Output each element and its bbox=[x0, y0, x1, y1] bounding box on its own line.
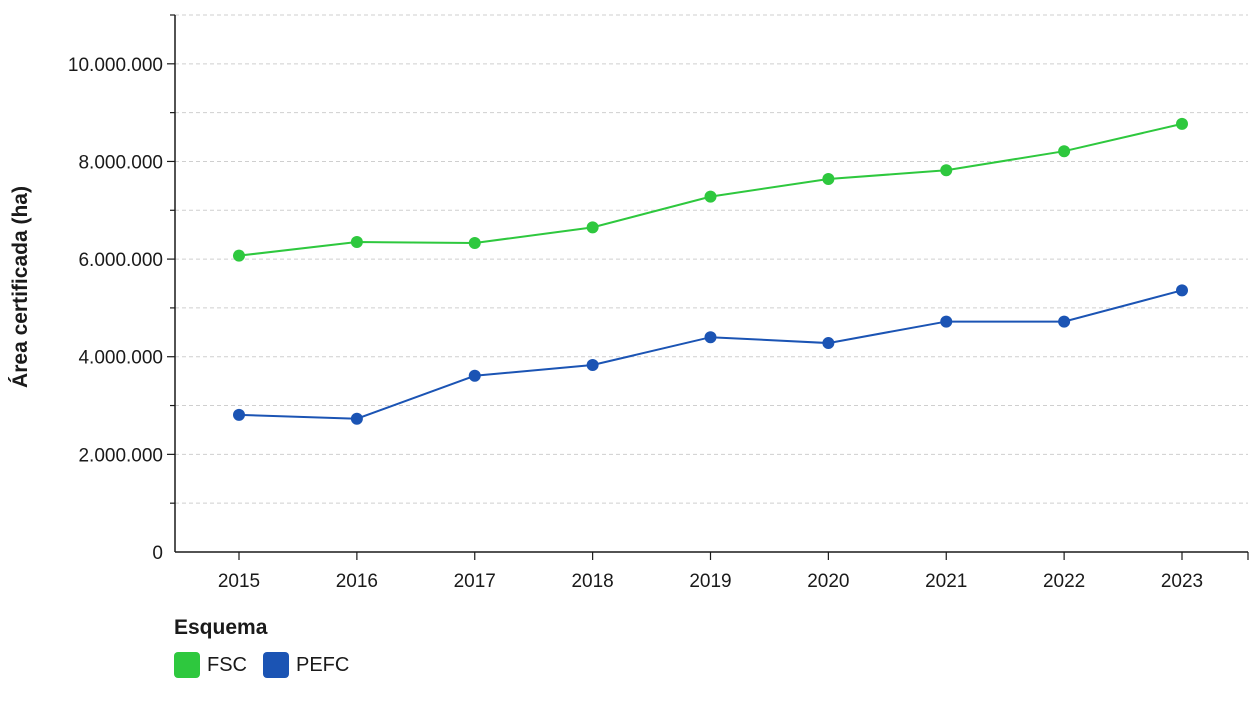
y-tick-label: 10.000.000 bbox=[68, 55, 163, 76]
grid-lines bbox=[175, 14, 1248, 504]
series-line-fsc bbox=[238, 122, 1183, 257]
data-point-fsc bbox=[233, 249, 245, 262]
legend-swatch-fsc bbox=[174, 652, 200, 678]
legend-label-pefc: PEFC bbox=[296, 653, 350, 676]
legend-item-fsc: FSC bbox=[174, 652, 247, 678]
x-tick-label: 2023 bbox=[1161, 571, 1203, 592]
y-tick-label: 0 bbox=[152, 543, 163, 564]
y-tick-label: 4.000.000 bbox=[78, 348, 163, 369]
data-point-fsc bbox=[468, 236, 481, 249]
y-tick-label: 8.000.000 bbox=[78, 152, 163, 173]
data-point-fsc bbox=[1176, 117, 1188, 130]
data-point-fsc bbox=[586, 221, 599, 234]
data-point-pefc bbox=[586, 359, 599, 372]
legend-items: FSC PEFC bbox=[174, 652, 365, 678]
data-point-pefc bbox=[233, 408, 245, 421]
data-point-pefc bbox=[704, 331, 717, 344]
legend: Esquema FSC PEFC bbox=[174, 616, 365, 678]
series-line-pefc bbox=[238, 289, 1183, 420]
legend-swatch-pefc bbox=[263, 652, 289, 678]
x-tick-label: 2015 bbox=[218, 571, 260, 592]
data-point-pefc bbox=[1058, 315, 1071, 328]
data-point-pefc bbox=[822, 337, 835, 350]
data-point-pefc bbox=[940, 315, 953, 328]
data-point-pefc bbox=[350, 412, 363, 425]
data-point-fsc bbox=[1058, 145, 1071, 158]
data-point-pefc bbox=[1176, 284, 1188, 297]
y-axis-title: Área certificada (ha) bbox=[9, 186, 32, 388]
series-layer bbox=[233, 117, 1188, 425]
x-tick-label: 2020 bbox=[807, 571, 849, 592]
x-tick-label: 2018 bbox=[571, 571, 613, 592]
x-tick-label: 2021 bbox=[925, 571, 967, 592]
legend-item-pefc: PEFC bbox=[263, 652, 349, 678]
data-point-fsc bbox=[704, 190, 717, 203]
legend-label-fsc: FSC bbox=[207, 653, 247, 676]
data-point-fsc bbox=[822, 173, 835, 186]
data-point-fsc bbox=[350, 236, 363, 249]
y-tick-label: 6.000.000 bbox=[78, 250, 163, 271]
line-chart: 0 2.000.000 4.000.000 6.000.000 8.000.000 10.… bbox=[9, 14, 1249, 592]
y-tick-label: 2.000.000 bbox=[78, 445, 163, 466]
data-point-pefc bbox=[468, 369, 481, 382]
axes: 0 2.000.000 4.000.000 6.000.000 8.000.000 10.… bbox=[68, 14, 1249, 592]
x-tick-label: 2019 bbox=[689, 571, 731, 592]
x-tick-label: 2022 bbox=[1043, 571, 1085, 592]
data-point-fsc bbox=[940, 164, 953, 177]
x-tick-label: 2017 bbox=[454, 571, 496, 592]
legend-title: Esquema bbox=[174, 616, 268, 639]
x-tick-label: 2016 bbox=[336, 571, 378, 592]
